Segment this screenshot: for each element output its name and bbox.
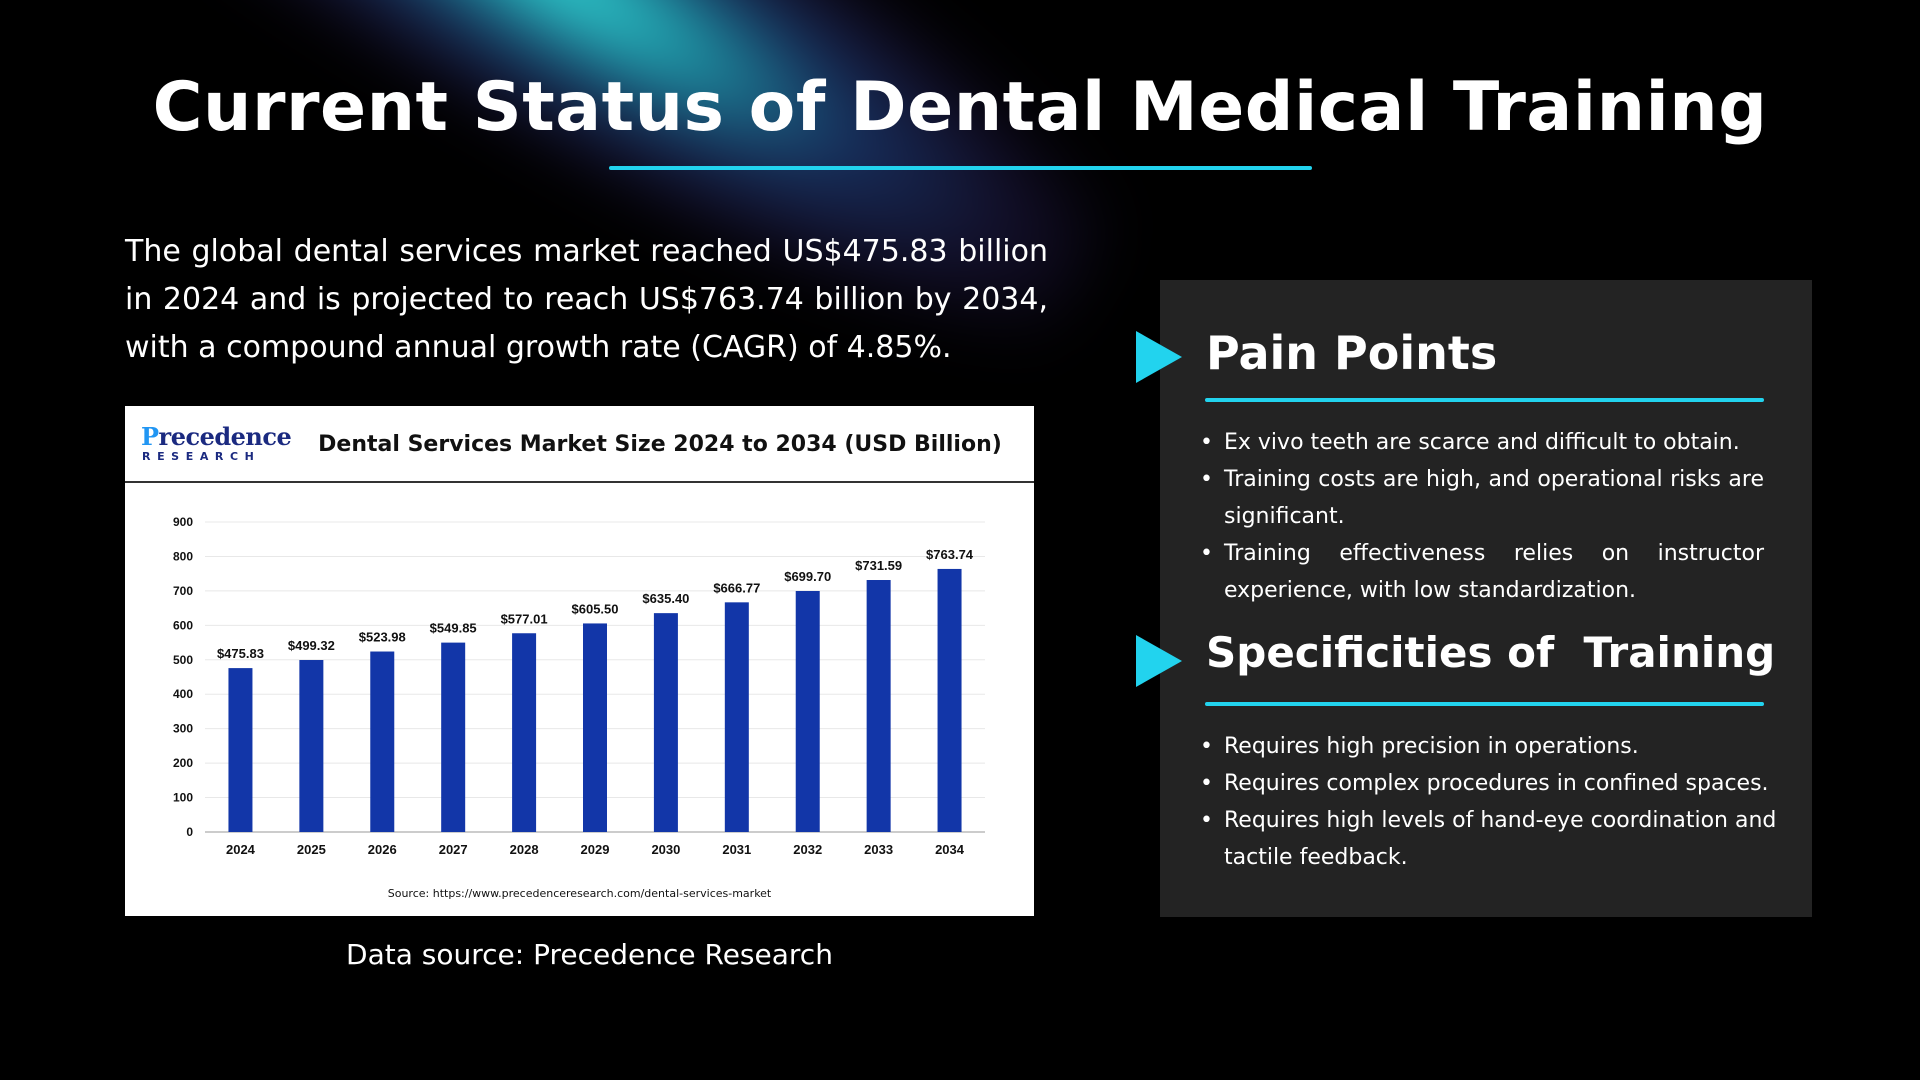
bar (724, 602, 749, 832)
bar (370, 651, 395, 832)
pain-points-list: Ex vivo teeth are scarce and difficult t… (1196, 424, 1764, 609)
y-tick-label: 0 (186, 825, 193, 839)
chart-title: Dental Services Market Size 2024 to 2034… (318, 432, 1002, 457)
chart-card: Precedence RESEARCH Dental Services Mark… (125, 406, 1034, 916)
bar (441, 642, 466, 832)
y-tick-label: 100 (173, 791, 193, 805)
x-tick-label: 2025 (297, 842, 326, 857)
specificities-underline (1205, 702, 1764, 706)
precedence-research-logo: Precedence RESEARCH (141, 422, 292, 464)
y-tick-label: 900 (173, 515, 193, 529)
x-tick-label: 2034 (935, 842, 965, 857)
y-tick-label: 800 (173, 549, 193, 563)
x-tick-label: 2033 (864, 842, 893, 857)
logo-sub-text: RESEARCH (142, 450, 261, 463)
bar-value-label: $475.83 (217, 646, 264, 661)
bar (299, 660, 324, 832)
data-source-caption: Data source: Precedence Research (346, 938, 833, 971)
page-title: Current Status of Dental Medical Trainin… (152, 68, 1768, 147)
pain-points-title: Pain Points (1206, 326, 1498, 380)
list-item: Ex vivo teeth are scarce and difficult t… (1196, 424, 1764, 461)
y-tick-label: 300 (173, 722, 193, 736)
x-tick-label: 2031 (722, 842, 751, 857)
bar (228, 668, 253, 832)
bar (512, 633, 537, 832)
bar-value-label: $523.98 (359, 630, 406, 645)
bar (653, 613, 678, 832)
bar-value-label: $763.74 (926, 547, 974, 562)
bar-value-label: $499.32 (288, 638, 335, 653)
x-tick-label: 2028 (510, 842, 539, 857)
x-tick-label: 2024 (226, 842, 256, 857)
bar (583, 623, 607, 832)
bar (795, 590, 820, 832)
play-arrow-icon (1136, 331, 1182, 383)
list-item: Requires complex procedures in confined … (1196, 765, 1792, 802)
bar-chart: 0 100 200 300 400 500 600 700 800 900 $475.83 2024 $… (173, 515, 985, 857)
bar-value-label: $635.40 (642, 591, 689, 606)
bar (866, 580, 891, 832)
bar-value-label: $549.85 (430, 621, 477, 636)
chart-source-note: Source: https://www.precedenceresearch.c… (387, 887, 772, 900)
logo-main-text: recedence (158, 422, 292, 451)
title-underline (609, 166, 1312, 170)
y-tick-label: 400 (173, 687, 193, 701)
bar-value-label: $577.01 (501, 611, 548, 626)
y-tick-label: 700 (173, 584, 193, 598)
logo-initial: P (141, 422, 159, 451)
x-tick-label: 2030 (651, 842, 680, 857)
bar (937, 568, 962, 832)
x-tick-label: 2027 (439, 842, 468, 857)
specificities-list: Requires high precision in operations. R… (1196, 728, 1792, 876)
x-tick-label: 2032 (793, 842, 822, 857)
x-tick-label: 2029 (581, 842, 610, 857)
specificities-title: Specificities of Training (1206, 628, 1776, 677)
list-item: Training costs are high, and operational… (1196, 461, 1764, 535)
y-tick-label: 600 (173, 618, 193, 632)
list-item: Requires high precision in operations. (1196, 728, 1792, 765)
bar-value-label: $605.50 (572, 601, 619, 616)
bar-value-label: $666.77 (713, 580, 760, 595)
chart-title-rule (125, 481, 1034, 483)
list-item: Requires high levels of hand-eye coordin… (1196, 802, 1792, 876)
y-tick-label: 500 (173, 653, 193, 667)
bar-value-label: $731.59 (855, 558, 902, 573)
list-item: Training effectiveness relies on instruc… (1196, 535, 1764, 609)
pain-points-underline (1205, 398, 1764, 402)
y-tick-label: 200 (173, 756, 193, 770)
x-tick-label: 2026 (368, 842, 397, 857)
bar-value-label: $699.70 (784, 569, 831, 584)
play-arrow-icon (1136, 635, 1182, 687)
intro-paragraph: The global dental services market reache… (125, 234, 1048, 365)
